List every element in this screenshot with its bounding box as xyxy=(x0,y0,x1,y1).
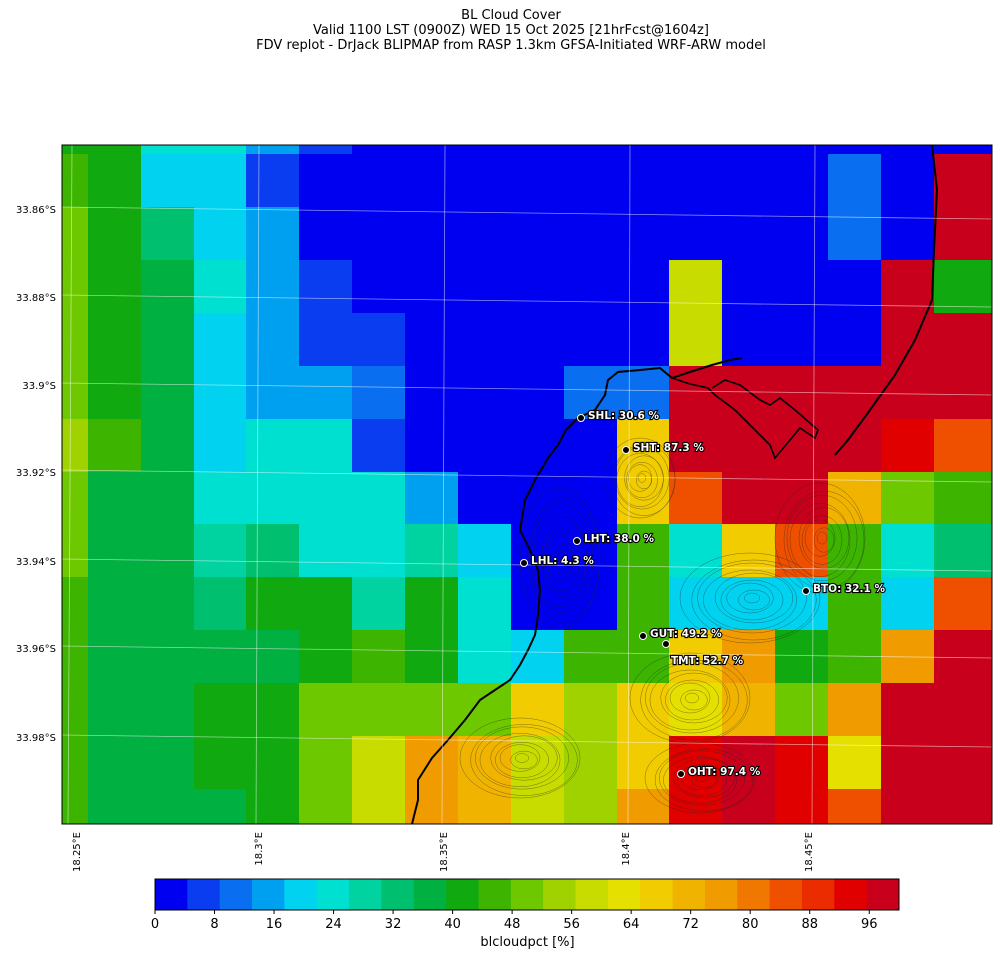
colorbar-segment xyxy=(219,879,253,910)
colorbar-segment xyxy=(381,879,415,910)
colorbar-segment xyxy=(252,879,285,910)
station-marker xyxy=(520,559,528,567)
station-marker xyxy=(662,640,670,648)
title-block: BL Cloud Cover Valid 1100 LST (0900Z) WE… xyxy=(0,8,1001,53)
colorbar-segment xyxy=(155,879,188,910)
colorbar-segment xyxy=(672,879,706,910)
colorbar-label: blcloudpct [%] xyxy=(480,935,575,950)
colorbar-tick-label: 88 xyxy=(801,917,818,932)
colorbar-segment xyxy=(413,879,447,910)
terrain-contours xyxy=(459,437,866,814)
lat-tick-label: 33.86°S xyxy=(16,205,56,216)
colorbar-segment xyxy=(349,879,382,910)
colorbar-segment xyxy=(769,879,803,910)
colorbar-tick-label: 80 xyxy=(742,917,759,932)
lat-tick-label: 33.88°S xyxy=(16,293,56,304)
colorbar-segment xyxy=(834,879,868,910)
colorbar-tick-label: 24 xyxy=(325,917,342,932)
colorbar-tick-label: 0 xyxy=(151,917,159,932)
colorbar: 0 8 16 24 32 40 48 56 64 72 80 88 96 xyxy=(151,878,900,932)
colorbar-tick-label: 72 xyxy=(682,917,699,932)
colorbar-segment xyxy=(866,879,900,910)
colorbar-segment xyxy=(575,879,609,910)
lat-tick-label: 33.92°S xyxy=(16,468,56,479)
colorbar-segment xyxy=(737,879,771,910)
colorbar-segment xyxy=(607,879,641,910)
station-label: GUT: 49.2 % xyxy=(650,628,722,640)
title-line-3: FDV replot - DrJack BLIPMAP from RASP 1.… xyxy=(256,38,766,53)
colorbar-tick-label: 16 xyxy=(266,917,283,932)
colorbar-segment xyxy=(543,879,576,910)
colorbar-segment xyxy=(510,879,544,910)
lat-tick-label: 33.94°S xyxy=(16,557,56,568)
colorbar-tick-label: 32 xyxy=(385,917,402,932)
colorbar-tick-label: 40 xyxy=(444,917,461,932)
colorbar-segment xyxy=(478,879,512,910)
station-label: SHT: 87.3 % xyxy=(633,442,704,454)
lon-tick-label: 18.25°E xyxy=(72,832,83,872)
station-label: OHT: 97.4 % xyxy=(688,766,761,778)
station-label: LHL: 4.3 % xyxy=(531,555,594,567)
station-marker xyxy=(639,632,647,640)
colorbar-segment xyxy=(640,879,673,910)
lon-tick-label: 18.35°E xyxy=(439,832,450,872)
coastline xyxy=(411,144,939,825)
colorbar-tick-label: 64 xyxy=(623,917,640,932)
colorbar-segment xyxy=(187,879,221,910)
lon-tick-label: 18.4°E xyxy=(621,832,632,866)
title-line-1: BL Cloud Cover xyxy=(461,8,561,23)
station-marker xyxy=(577,414,585,422)
lat-tick-label: 33.96°S xyxy=(16,644,56,655)
station-label: BTO: 32.1 % xyxy=(813,583,886,595)
lon-tick-label: 18.3°E xyxy=(254,832,265,866)
colorbar-segment xyxy=(704,879,738,910)
colorbar-tick-label: 48 xyxy=(504,917,521,932)
station-markers: SHL: 30.6 % SHT: 87.3 % LHT: 38.0 % LHL: 4.… xyxy=(520,409,887,779)
station-marker xyxy=(573,537,581,545)
colorbar-segment xyxy=(801,879,835,910)
title-line-2: Valid 1100 LST (0900Z) WED 15 Oct 2025 [… xyxy=(313,23,709,38)
station-label: SHL: 30.6 % xyxy=(588,410,659,422)
station-marker xyxy=(622,446,630,454)
station-marker xyxy=(677,770,685,778)
colorbar-tick-label: 8 xyxy=(210,917,218,932)
station-label: TMT: 52.7 % xyxy=(671,655,744,667)
map-frame xyxy=(61,144,993,825)
latitude-axis: 33.86°S 33.88°S 33.9°S 33.92°S 33.94°S 33.96°… xyxy=(16,205,56,744)
longitude-axis: 18.25°E 18.3°E 18.35°E 18.4°E 18.45°E xyxy=(72,832,815,872)
lon-tick-label: 18.45°E xyxy=(804,832,815,872)
lat-tick-label: 33.9°S xyxy=(22,381,56,392)
colorbar-tick-label: 96 xyxy=(861,917,878,932)
colorbar-segment xyxy=(446,879,479,910)
colorbar-segment xyxy=(316,879,350,910)
cloud-cover-grid xyxy=(62,145,993,825)
station-label: LHT: 38.0 % xyxy=(584,533,654,545)
lat-tick-label: 33.98°S xyxy=(16,733,56,744)
station-marker xyxy=(802,587,810,595)
colorbar-segment xyxy=(284,879,318,910)
colorbar-tick-label: 56 xyxy=(563,917,580,932)
